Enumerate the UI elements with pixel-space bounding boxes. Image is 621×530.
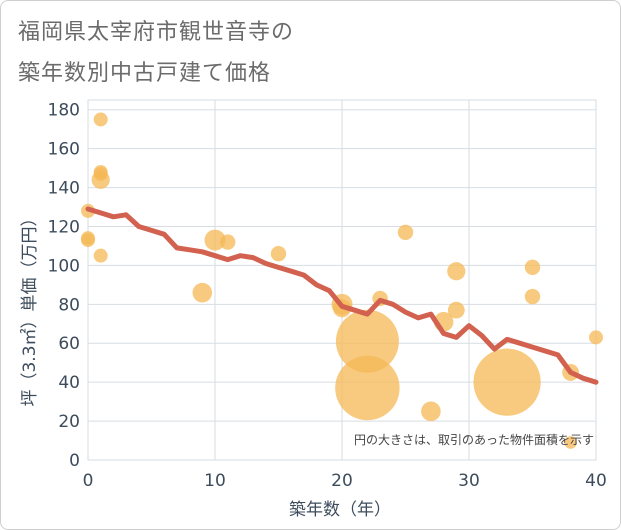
x-tick-label: 20 (331, 471, 353, 491)
data-bubble (335, 355, 400, 421)
x-tick-label: 30 (458, 471, 480, 491)
y-tick-label: 100 (48, 256, 80, 276)
data-bubble (524, 259, 541, 276)
y-tick-label: 140 (48, 179, 80, 199)
axes: 0 20 40 60 80 100 120 140 160 180 0 10 20 30 40 (48, 101, 607, 491)
bubble-size-note: 円の大きさは、取引のあった物件面積を示す (354, 432, 594, 447)
y-axis-label: 坪（3.3㎡）単価（万円） (20, 209, 40, 406)
data-bubble (421, 401, 441, 422)
y-tick-label: 40 (58, 373, 80, 393)
chart-title-line2: 築年数別中古戸建て価格 (18, 61, 272, 86)
y-tick-label: 80 (58, 295, 80, 315)
y-tick-label: 20 (58, 412, 80, 432)
data-bubble (270, 246, 287, 262)
x-tick-label: 40 (585, 471, 607, 491)
x-axis-label: 築年数（年） (289, 500, 391, 520)
data-bubble (589, 330, 603, 345)
data-bubble (204, 229, 226, 251)
data-bubble (81, 233, 95, 248)
x-tick-label: 10 (204, 471, 226, 491)
data-bubble (335, 309, 399, 373)
data-bubble (93, 112, 108, 127)
data-bubble (91, 170, 110, 189)
chart-title-line1: 福岡県太宰府市観世音寺の (18, 20, 295, 45)
y-tick-label: 0 (69, 451, 80, 471)
data-bubble (397, 224, 414, 241)
y-tick-label: 160 (48, 140, 80, 160)
data-bubble (447, 301, 465, 319)
data-bubble (93, 248, 108, 263)
average-price-line (85, 206, 599, 385)
data-bubble (524, 288, 541, 305)
y-tick-label: 60 (58, 334, 80, 354)
data-bubble (192, 282, 213, 303)
y-tick-label: 120 (48, 217, 80, 237)
data-bubble (220, 234, 236, 250)
x-tick-label: 0 (83, 471, 94, 491)
y-tick-label: 180 (48, 101, 80, 121)
data-bubble (447, 262, 466, 281)
data-bubble (564, 436, 577, 449)
data-bubble (473, 348, 541, 416)
